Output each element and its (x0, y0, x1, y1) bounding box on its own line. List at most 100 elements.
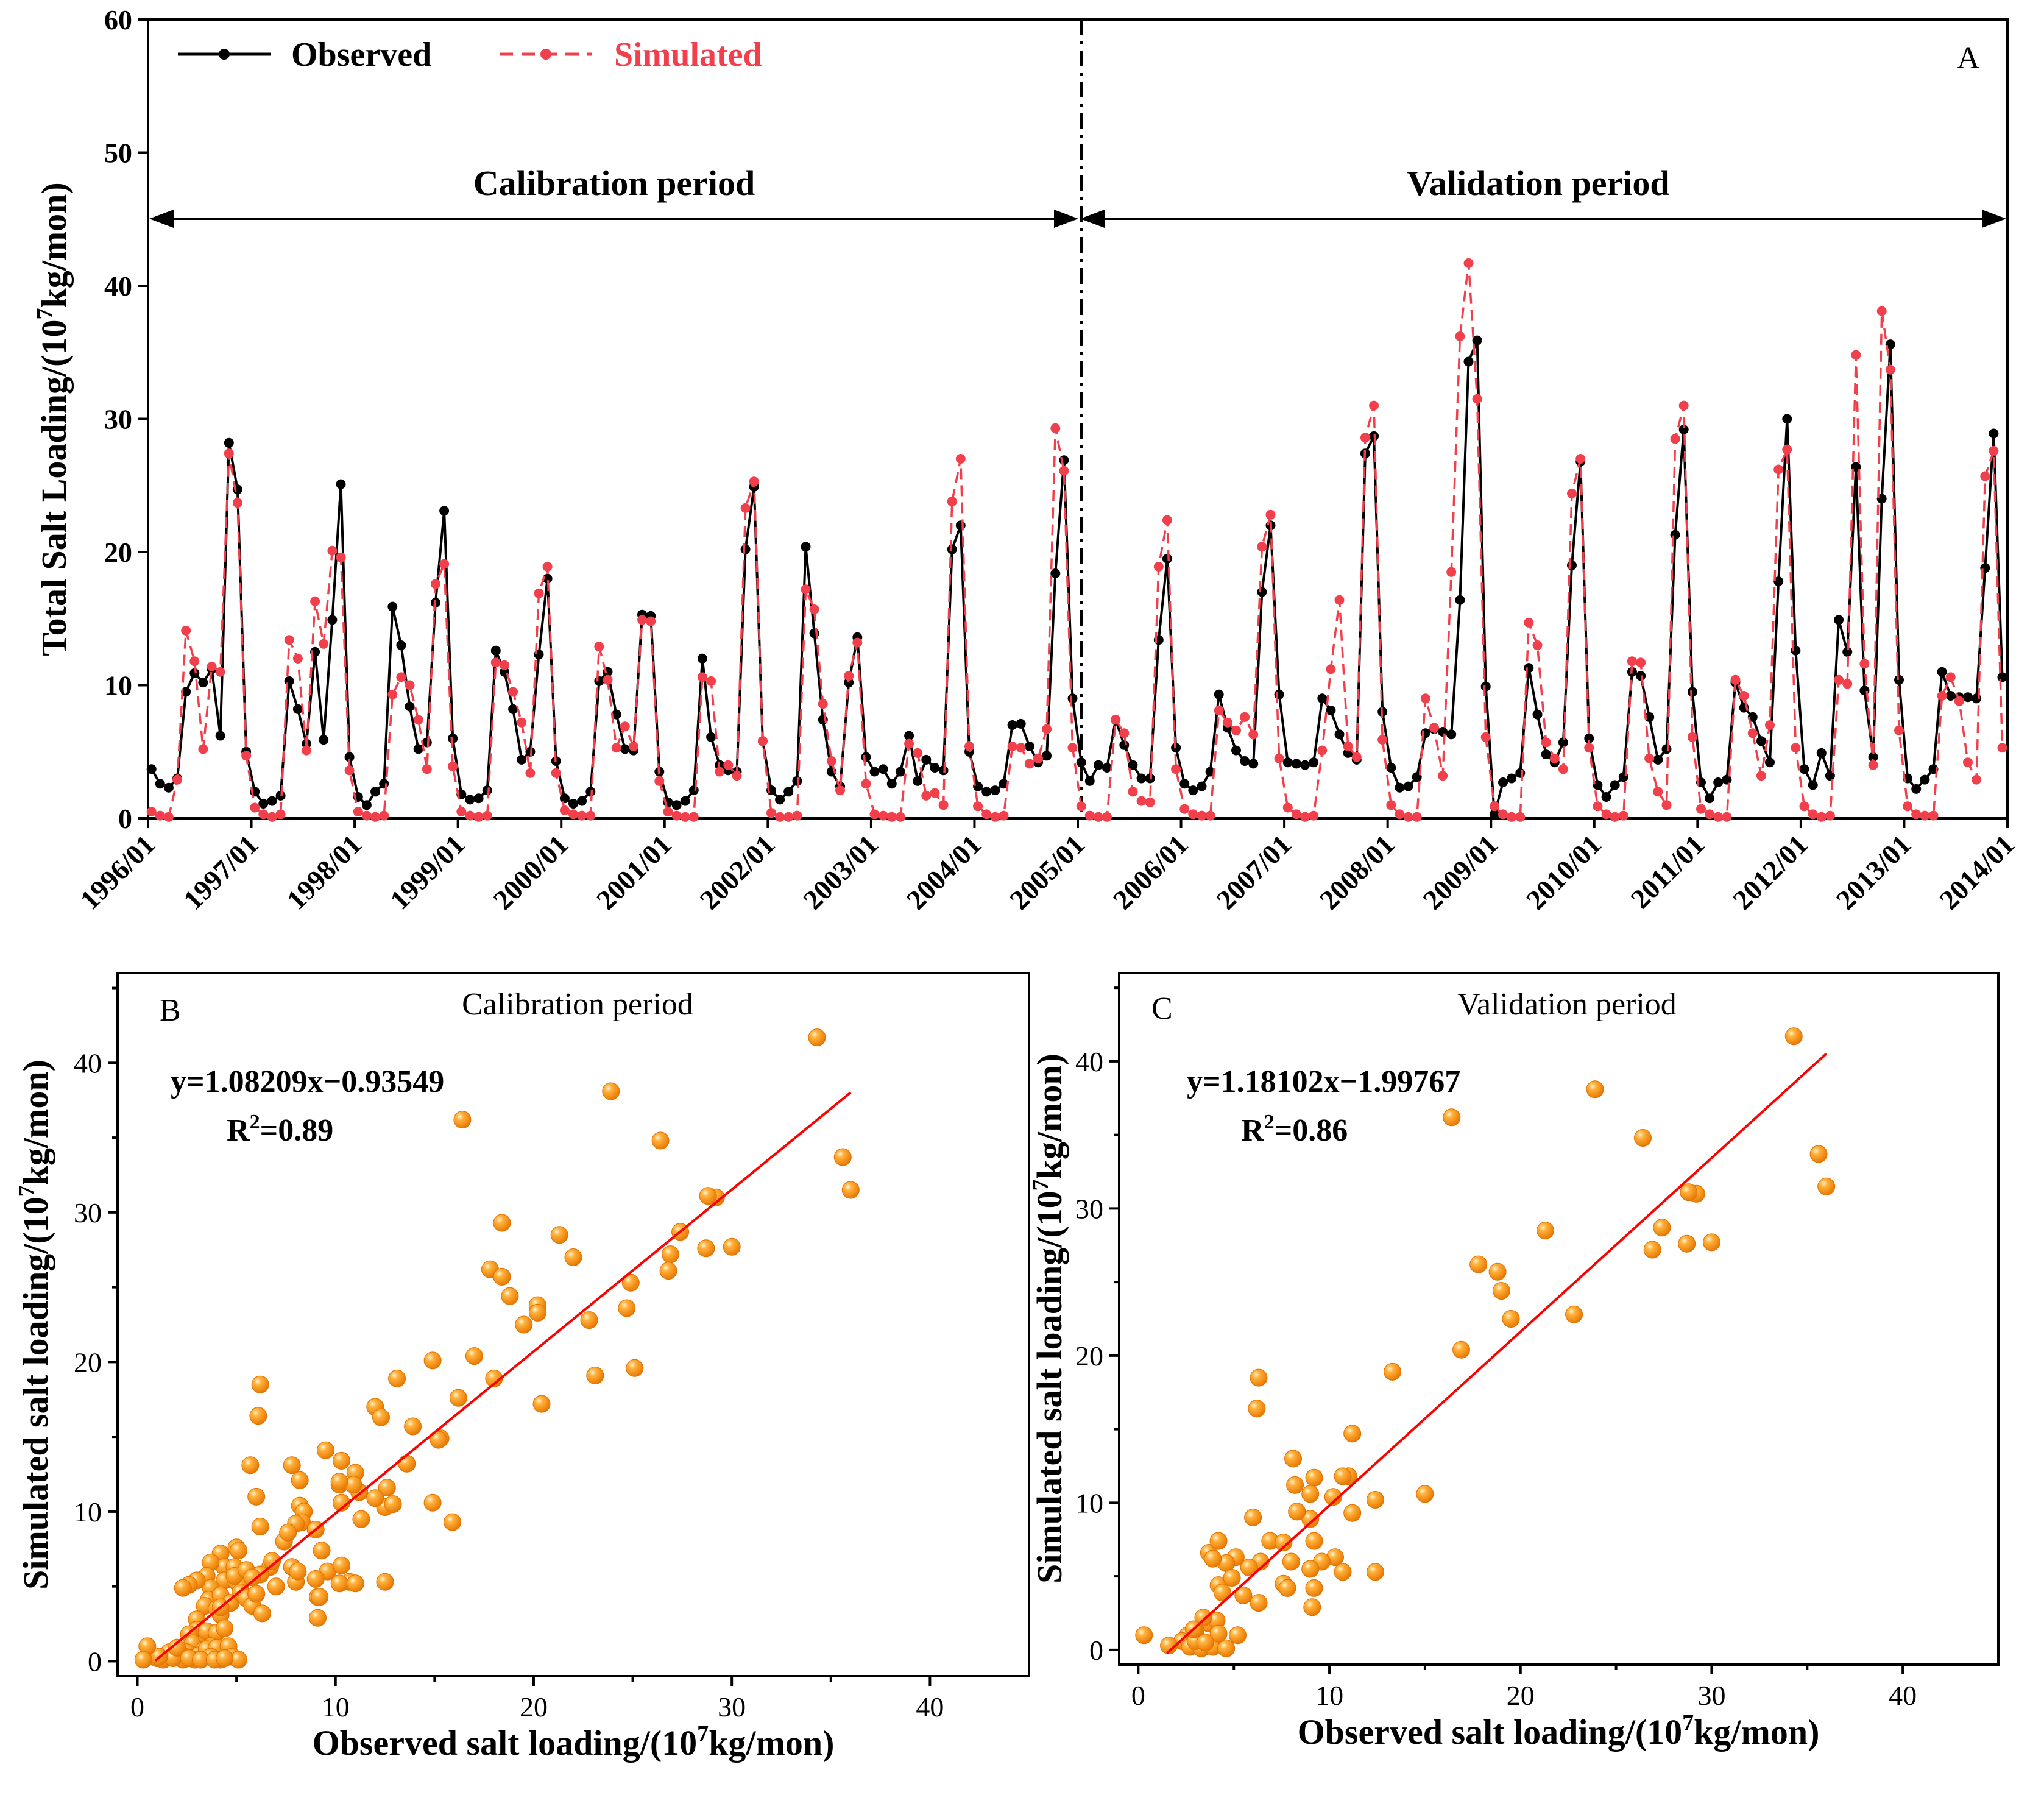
scatter-point (1366, 1491, 1384, 1509)
simulated-point (1791, 743, 1801, 753)
x-tick-label: 10 (322, 1691, 350, 1722)
y-tick-label: 40 (1075, 1046, 1103, 1077)
simulated-point (198, 744, 208, 754)
simulated-point (1661, 800, 1672, 810)
observed-point (1334, 729, 1345, 740)
y-tick-label: 20 (1075, 1340, 1103, 1372)
y-tick-label: 40 (74, 1047, 102, 1078)
calibration-period-label: Calibration period (473, 163, 755, 203)
y-tick-label: 60 (104, 4, 132, 35)
observed-point (1825, 771, 1835, 781)
simulated-point (1007, 742, 1017, 751)
observed-point (387, 601, 398, 612)
observed-point (1438, 727, 1448, 737)
simulated-point (1033, 753, 1043, 763)
simulated-point (1480, 732, 1491, 742)
simulated-point (1524, 617, 1534, 628)
scatter-point (453, 1111, 472, 1129)
scatter-point (1303, 1598, 1321, 1616)
simulated-point (465, 810, 475, 821)
simulated-point (1291, 809, 1301, 820)
panel-b-ticks: 0 10 20 30 40 0 10 20 30 40 (74, 986, 944, 1722)
scatter-point (423, 1351, 442, 1370)
simulated-point (1265, 509, 1276, 520)
observed-point (706, 732, 716, 742)
simulated-point (1016, 743, 1026, 753)
scatter-point (465, 1347, 483, 1365)
simulated-point (1076, 801, 1086, 812)
observed-point (1455, 595, 1465, 605)
panel-c-title: Validation period (1457, 987, 1677, 1022)
simulated-point (1705, 809, 1715, 820)
observed-point (1403, 781, 1413, 791)
observed-point (267, 796, 277, 806)
x-tick-label: 30 (718, 1691, 746, 1722)
simulated-point (1205, 810, 1215, 821)
panel-b-letter: B (160, 993, 181, 1028)
simulated-point (1756, 771, 1766, 781)
panel-b-frame (116, 972, 1030, 1677)
simulated-point (1937, 691, 1947, 701)
observed-point (1248, 759, 1259, 769)
y-tick-label: 0 (1089, 1635, 1103, 1666)
simulated-point (1610, 812, 1620, 822)
observed-point (1532, 709, 1543, 720)
panel-b-title: Calibration period (462, 987, 693, 1022)
panel-b-equation: y=1.08209x−0.93549 (171, 1064, 444, 1099)
simulated-point (1963, 757, 1973, 768)
panel-a-series (146, 258, 2007, 822)
scatter-point (263, 1552, 281, 1570)
simulated-point (500, 660, 509, 670)
simulated-point (1773, 464, 1784, 475)
x-tick-label: 0 (1131, 1680, 1145, 1711)
observed-point (1678, 425, 1689, 434)
observed-point (1765, 757, 1775, 768)
scatter-point (216, 1619, 234, 1637)
x-tick-label: 30 (1697, 1680, 1725, 1711)
observed-point (886, 779, 897, 789)
simulated-point (1653, 787, 1663, 797)
simulated-point (215, 667, 225, 677)
scatter-point (1443, 1108, 1461, 1127)
simulated-point (473, 812, 484, 822)
simulated-point (1584, 743, 1594, 753)
simulated-point (275, 809, 286, 820)
observed-point (1489, 809, 1499, 820)
observed-point (1214, 689, 1224, 699)
simulated-point (1024, 759, 1034, 769)
observed-point (1618, 772, 1628, 782)
scatter-point (1452, 1340, 1470, 1359)
simulated-point (1162, 515, 1172, 525)
simulated-point (542, 562, 553, 572)
observed-point (1102, 763, 1112, 773)
observed-point (1042, 751, 1052, 761)
simulated-point (551, 768, 561, 778)
scatter-point (1301, 1485, 1320, 1503)
simulated-point (1395, 809, 1405, 820)
simulated-point (448, 761, 458, 771)
simulated-point (999, 810, 1009, 821)
scatter-point (1275, 1534, 1293, 1552)
simulated-point (990, 812, 1000, 822)
simulated-point (1894, 725, 1904, 735)
simulated-point (1111, 715, 1121, 725)
scatter-point (333, 1451, 350, 1470)
scatter-point (398, 1454, 416, 1473)
simulated-point (766, 808, 776, 818)
simulated-point (1334, 595, 1345, 605)
observed-point (1059, 455, 1069, 466)
simulated-point (611, 743, 621, 753)
scatter-point (1250, 1368, 1268, 1387)
scatter-point (1809, 1145, 1828, 1163)
scatter-point (1343, 1504, 1362, 1522)
observed-point (878, 764, 888, 774)
observed-point (1808, 780, 1818, 790)
simulated-point (1153, 562, 1164, 572)
scatter-point (501, 1287, 519, 1305)
simulated-point (1188, 809, 1198, 820)
simulated-point (895, 812, 905, 822)
simulated-point (1102, 812, 1112, 822)
simulated-point (913, 748, 923, 758)
simulated-point (568, 809, 578, 820)
